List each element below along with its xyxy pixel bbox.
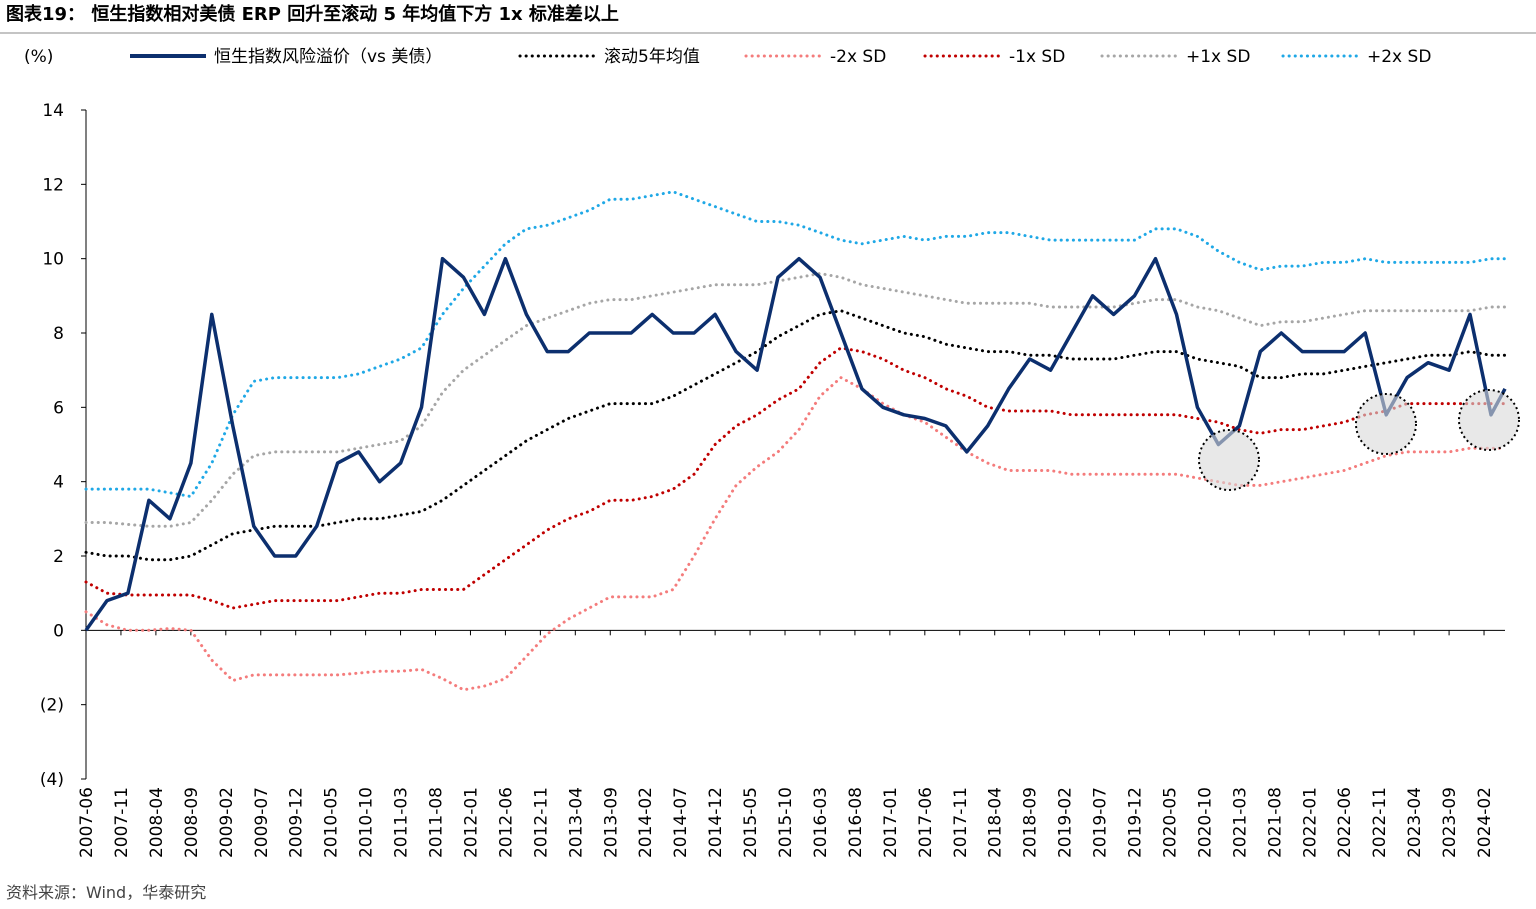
highlights (1198, 389, 1520, 491)
x-tick-label: 2013-04 (566, 787, 586, 858)
x-tick-label: 2011-03 (392, 787, 412, 858)
series-line (84, 272, 1507, 528)
x-tick-label: 2008-04 (147, 787, 167, 858)
x-tick-label: 2012-11 (531, 787, 551, 858)
x-tick-label: 2022-11 (1370, 787, 1390, 858)
x-tick-label: 2019-02 (1056, 787, 1076, 858)
x-tick-label: 2012-01 (461, 787, 481, 858)
x-tick-label: 2023-09 (1440, 787, 1460, 858)
source-note: 资料来源：Wind，华泰研究 (6, 883, 206, 902)
x-tick-label: 2022-06 (1335, 787, 1355, 858)
legend-label: +1x SD (1186, 47, 1250, 67)
x-tick-label: 2015-10 (776, 787, 796, 858)
series-lines (84, 190, 1507, 692)
legend-label: -1x SD (1009, 47, 1065, 67)
series-line (84, 256, 1507, 632)
x-tick-label: 2015-05 (741, 787, 761, 858)
x-tick-label: 2017-11 (951, 787, 971, 858)
y-tick-label: 12 (42, 175, 64, 195)
x-tick-label: 2019-12 (1126, 787, 1146, 858)
x-tick-label: 2021-08 (1265, 787, 1285, 858)
x-tick-label: 2007-06 (77, 787, 97, 858)
x-tick-label: 2018-09 (1021, 787, 1041, 858)
x-tick-label: 2014-07 (671, 787, 691, 858)
y-tick-label: 6 (53, 398, 64, 418)
x-tick-label: 2017-06 (916, 787, 936, 858)
x-tick-label: 2020-10 (1195, 787, 1215, 858)
series-line (84, 309, 1507, 562)
x-tick-label: 2017-01 (881, 787, 901, 858)
series-line (84, 376, 1507, 692)
x-tick-label: 2013-09 (601, 787, 621, 858)
x-tick-label: 2010-10 (357, 787, 377, 858)
y-axis-unit: (%) (24, 47, 53, 67)
x-tick-label: 2014-12 (706, 787, 726, 858)
x-tick-label: 2009-02 (217, 787, 237, 858)
chart-title: 图表19： 恒生指数相对美债 ERP 回升至滚动 5 年均值下方 1x 标准差以… (6, 3, 619, 25)
x-tick-label: 2008-09 (182, 787, 202, 858)
highlight-circle (1355, 393, 1417, 455)
y-tick-label: 14 (42, 101, 64, 121)
highlight-circle (1458, 389, 1520, 451)
x-tick-label: 2014-02 (636, 787, 656, 858)
x-tick-label: 2016-03 (811, 787, 831, 858)
highlight-circle (1198, 429, 1260, 491)
x-tick-label: 2021-03 (1230, 787, 1250, 858)
y-tick-label: (2) (40, 696, 64, 716)
series-line (84, 190, 1507, 498)
x-tick-label: 2019-07 (1091, 787, 1111, 858)
legend-label: 滚动5年均值 (604, 47, 700, 67)
x-tick-label: 2020-05 (1160, 787, 1180, 858)
x-tick-label: 2023-04 (1405, 787, 1425, 858)
x-tick-label: 2012-06 (496, 787, 516, 858)
axes: 14 12 10 8 6 4 2 0 (2) (4) 2007-06 2007-11 2008-04 20… (40, 101, 1505, 858)
y-tick-label: 4 (53, 473, 64, 493)
y-tick-label: (4) (40, 770, 64, 790)
x-tick-label: 2022-01 (1300, 787, 1320, 858)
legend-label: 恒生指数风险溢价（vs 美债） (214, 47, 442, 67)
x-tick-label: 2016-08 (846, 787, 866, 858)
y-tick-label: 2 (53, 547, 64, 567)
series-line (84, 346, 1507, 610)
x-tick-label: 2018-04 (986, 787, 1006, 858)
x-tick-label: 2007-11 (112, 787, 132, 858)
x-tick-label: 2010-05 (322, 787, 342, 858)
x-tick-label: 2009-12 (287, 787, 307, 858)
legend-label: -2x SD (830, 47, 886, 67)
x-tick-label: 2024-02 (1475, 787, 1495, 858)
y-tick-label: 0 (53, 621, 64, 641)
x-tick-label: 2009-07 (252, 787, 272, 858)
x-tick-label: 2011-08 (427, 787, 447, 858)
legend: 恒生指数风险溢价（vs 美债） 滚动5年均值 -2x SD -1x SD +1x SD +… (130, 47, 1431, 67)
y-tick-label: 10 (42, 250, 64, 270)
legend-label: +2x SD (1367, 47, 1431, 67)
y-tick-label: 8 (53, 324, 64, 344)
